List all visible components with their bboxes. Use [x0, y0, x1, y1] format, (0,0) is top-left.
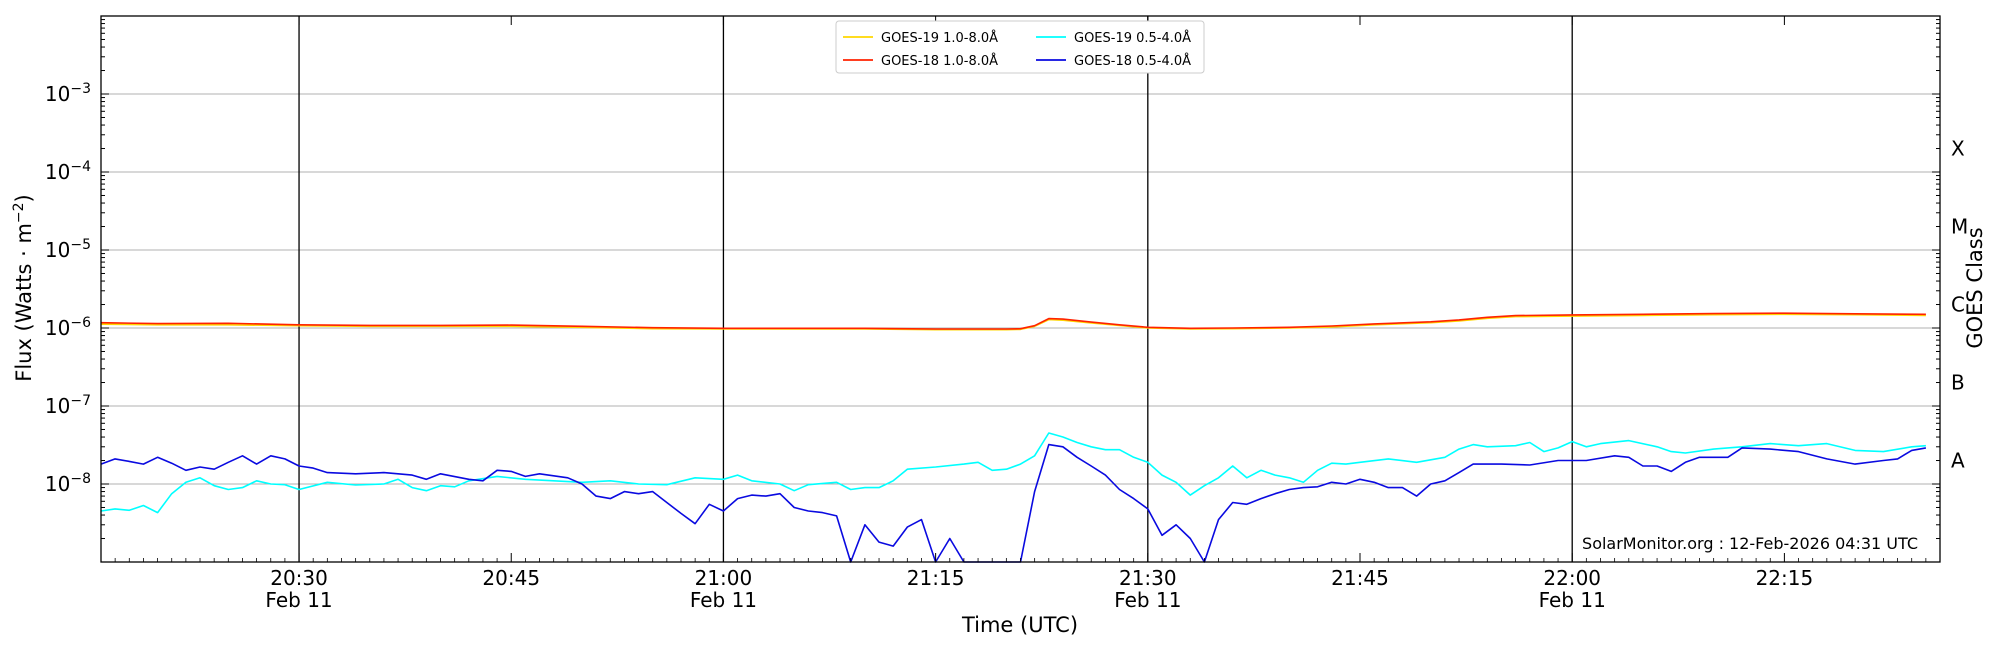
tick-layer [100, 16, 1941, 562]
goes-class-label: B [1951, 371, 1965, 395]
legend: GOES-19 1.0-8.0Å GOES-18 1.0-8.0Å GOES-19 … [835, 20, 1205, 74]
y-axis-label: Flux (Watts · m−2) [11, 194, 36, 382]
day-marker-lines [298, 16, 1573, 562]
x-tick-label: 21:00 [695, 566, 753, 590]
legend-label: GOES-18 0.5-4.0Å [1074, 53, 1191, 69]
legend-label: GOES-19 0.5-4.0Å [1074, 30, 1191, 46]
legend-label: GOES-18 1.0-8.0Å [881, 53, 998, 69]
legend-box [835, 20, 1205, 74]
legend-label: GOES-19 1.0-8.0Å [881, 30, 998, 46]
y-tick-labels: 10−3 10−4 10−5 10−6 10−7 10−8 [45, 81, 91, 496]
y-tick-label: 10−8 [45, 471, 91, 496]
x-axis-label: Time (UTC) [961, 613, 1078, 637]
x-tick-label: 20:45 [482, 566, 540, 590]
series-line [100, 443, 1927, 563]
series-line [100, 432, 1926, 514]
legend-entries: GOES-19 1.0-8.0Å GOES-18 1.0-8.0Å GOES-19 … [843, 30, 1191, 69]
x-tick-label: 20:30 [270, 566, 328, 590]
x-tick-sublabel: Feb 11 [690, 588, 757, 612]
x-tick-sublabel: Feb 11 [1539, 588, 1606, 612]
x-tick-label: 21:45 [1331, 566, 1389, 590]
x-tick-label: 21:15 [907, 566, 965, 590]
x-tick-label: 22:15 [1756, 566, 1814, 590]
y-tick-label: 10−7 [45, 393, 91, 418]
x-tick-sublabel: Feb 11 [265, 588, 332, 612]
y-tick-label: 10−5 [45, 237, 91, 262]
x-tick-label: 22:00 [1543, 566, 1601, 590]
goes-class-labels: X M C B A [1951, 137, 1968, 473]
goes-class-label: A [1951, 449, 1965, 473]
y-tick-label: 10−3 [45, 81, 91, 106]
goes-class-label: C [1951, 293, 1965, 317]
x-tick-sublabel: Feb 11 [1114, 588, 1181, 612]
goes-class-label: X [1951, 137, 1965, 161]
right-axis-label: GOES Class [1963, 227, 1987, 348]
y-tick-label: 10−4 [45, 159, 91, 184]
goes-class-label: M [1951, 215, 1968, 239]
y-tick-label: 10−6 [45, 315, 91, 340]
x-tick-label: 21:30 [1119, 566, 1177, 590]
credit-text: SolarMonitor.org : 12-Feb-2026 04:31 UTC [1582, 534, 1918, 553]
series-line [100, 312, 1926, 330]
series-layer [100, 312, 1927, 563]
series-line [100, 313, 1926, 331]
